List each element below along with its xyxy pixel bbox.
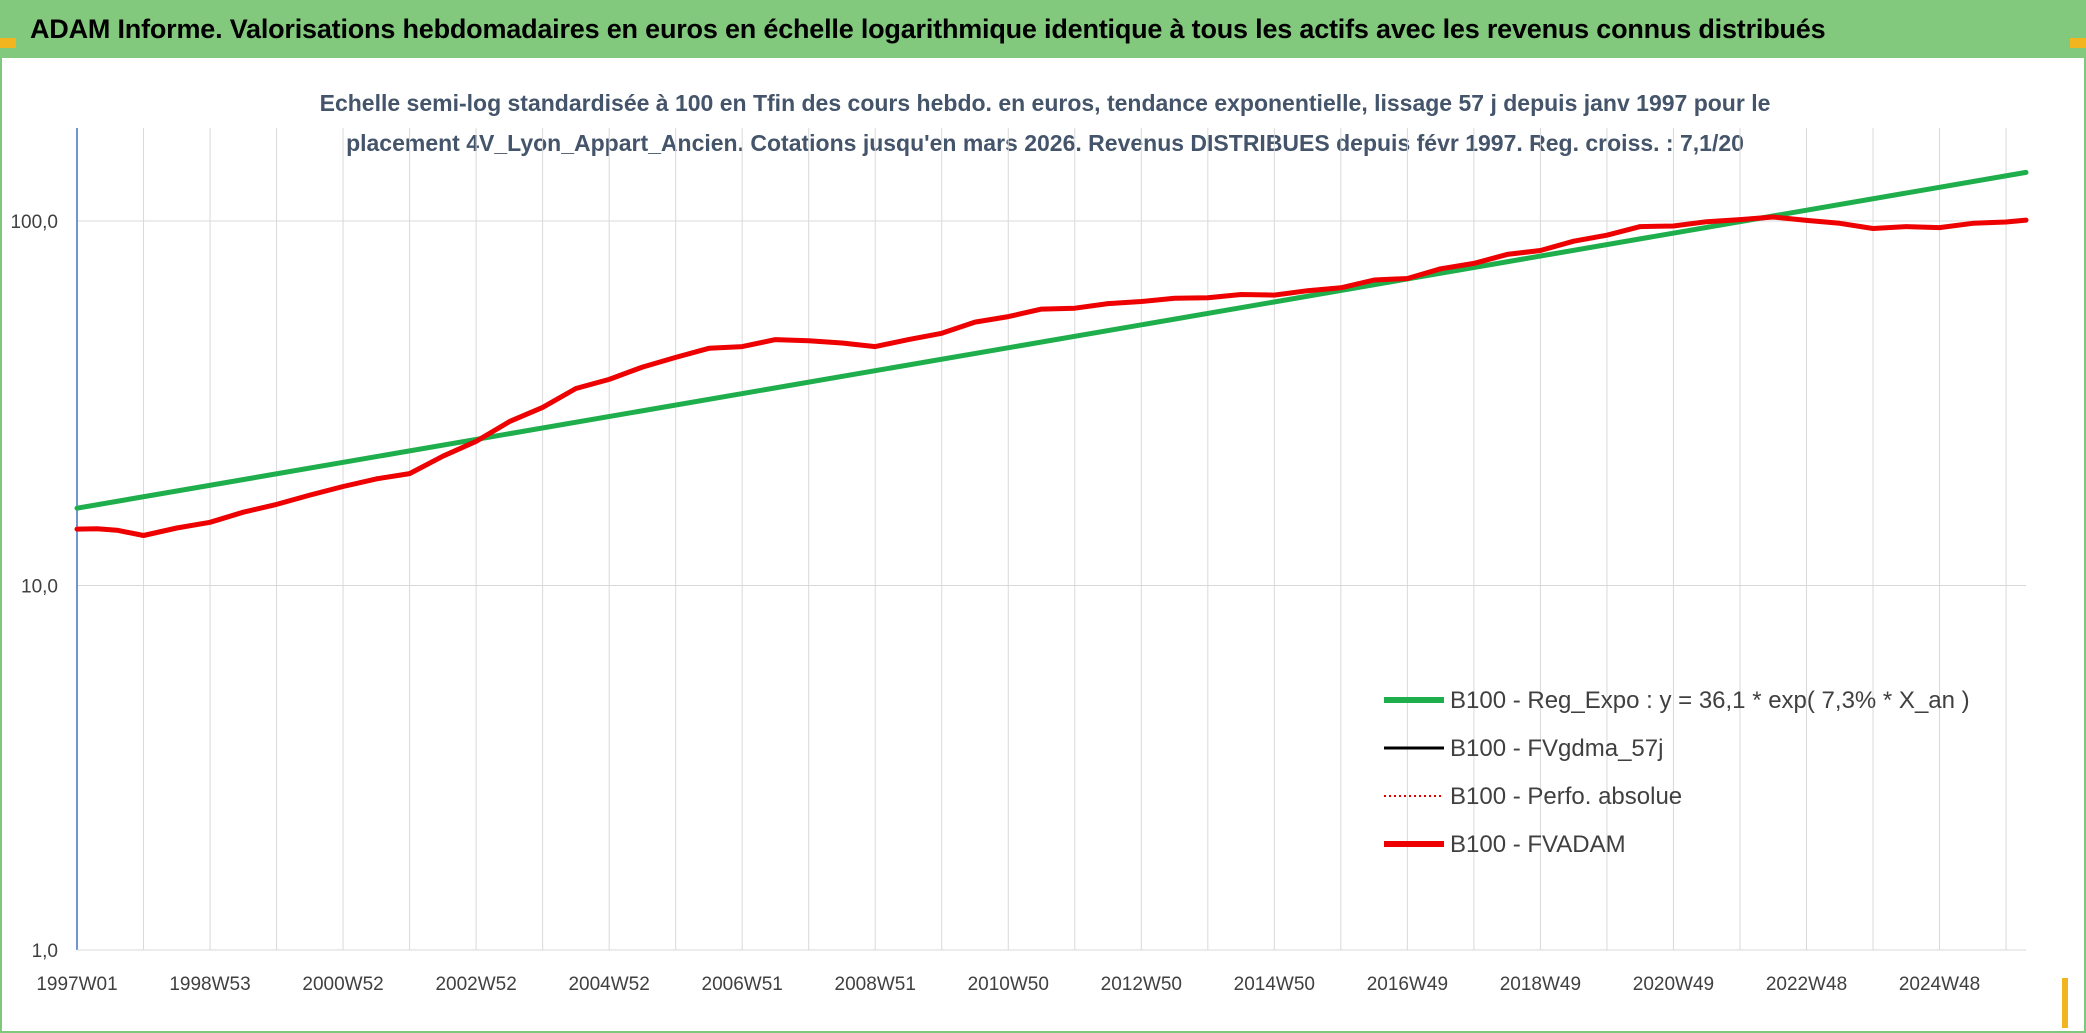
y-tick-labels: 1,0 10,0 100,0 (10, 212, 58, 962)
x-tick-label: 2008W51 (835, 974, 916, 995)
x-tick-label: 2020W49 (1633, 974, 1714, 995)
x-tick-label: 2014W50 (1234, 974, 1315, 995)
vertical-gridlines (143, 128, 2007, 950)
legend-label-fvgdma: B100 - FVgdma_57j (1450, 735, 1663, 762)
horizontal-gridlines (77, 220, 2026, 951)
x-tick-label: 2004W52 (568, 974, 649, 995)
chart-title-line-2: placement 4V_Lyon_Appart_Ancien. Cotatio… (346, 130, 1744, 156)
x-tick-label: 2018W49 (1500, 974, 1581, 995)
corner-accent-top-left (0, 38, 16, 48)
x-tick-label: 2022W48 (1766, 974, 1847, 995)
x-tick-label: 2000W52 (302, 974, 383, 995)
y-tick-label: 10,0 (21, 577, 58, 598)
x-tick-label: 1998W53 (169, 974, 250, 995)
legend-label-reg_expo: B100 - Reg_Expo : y = 36,1 * exp( 7,3% *… (1450, 687, 1970, 714)
series-line-reg_expo (74, 169, 2029, 511)
x-tick-label: 2010W50 (968, 974, 1049, 995)
report-title: ADAM Informe. Valorisations hebdomadaire… (30, 13, 1826, 44)
x-tick-label: 2006W51 (702, 974, 783, 995)
x-tick-label: 1997W01 (36, 974, 117, 995)
x-tick-label: 2002W52 (435, 974, 516, 995)
corner-accent-bottom-right (2062, 978, 2068, 1028)
axes (76, 128, 2026, 951)
x-tick-label: 2024W48 (1899, 974, 1980, 995)
x-tick-label: 2012W50 (1101, 974, 1182, 995)
series-line-fvadam (74, 214, 2029, 538)
report-header: ADAM Informe. Valorisations hebdomadaire… (0, 0, 2086, 58)
chart-title: Echelle semi-log standardisée à 100 en T… (320, 90, 1771, 156)
corner-accent-top-right (2070, 38, 2086, 48)
series-lines (74, 169, 2029, 538)
x-tick-label: 2016W49 (1367, 974, 1448, 995)
chart-title-line-1: Echelle semi-log standardisée à 100 en T… (320, 90, 1771, 116)
y-tick-label: 100,0 (10, 212, 58, 233)
legend-label-perfo: B100 - Perfo. absolue (1450, 783, 1682, 810)
legend: B100 - Reg_Expo : y = 36,1 * exp( 7,3% *… (1384, 687, 1970, 858)
x-tick-labels: 1997W01 1998W53 2000W52 2002W52 2004W52 2006W… (36, 974, 1980, 995)
y-tick-label: 1,0 (32, 941, 58, 962)
legend-label-fvadam: B100 - FVADAM (1450, 831, 1626, 858)
